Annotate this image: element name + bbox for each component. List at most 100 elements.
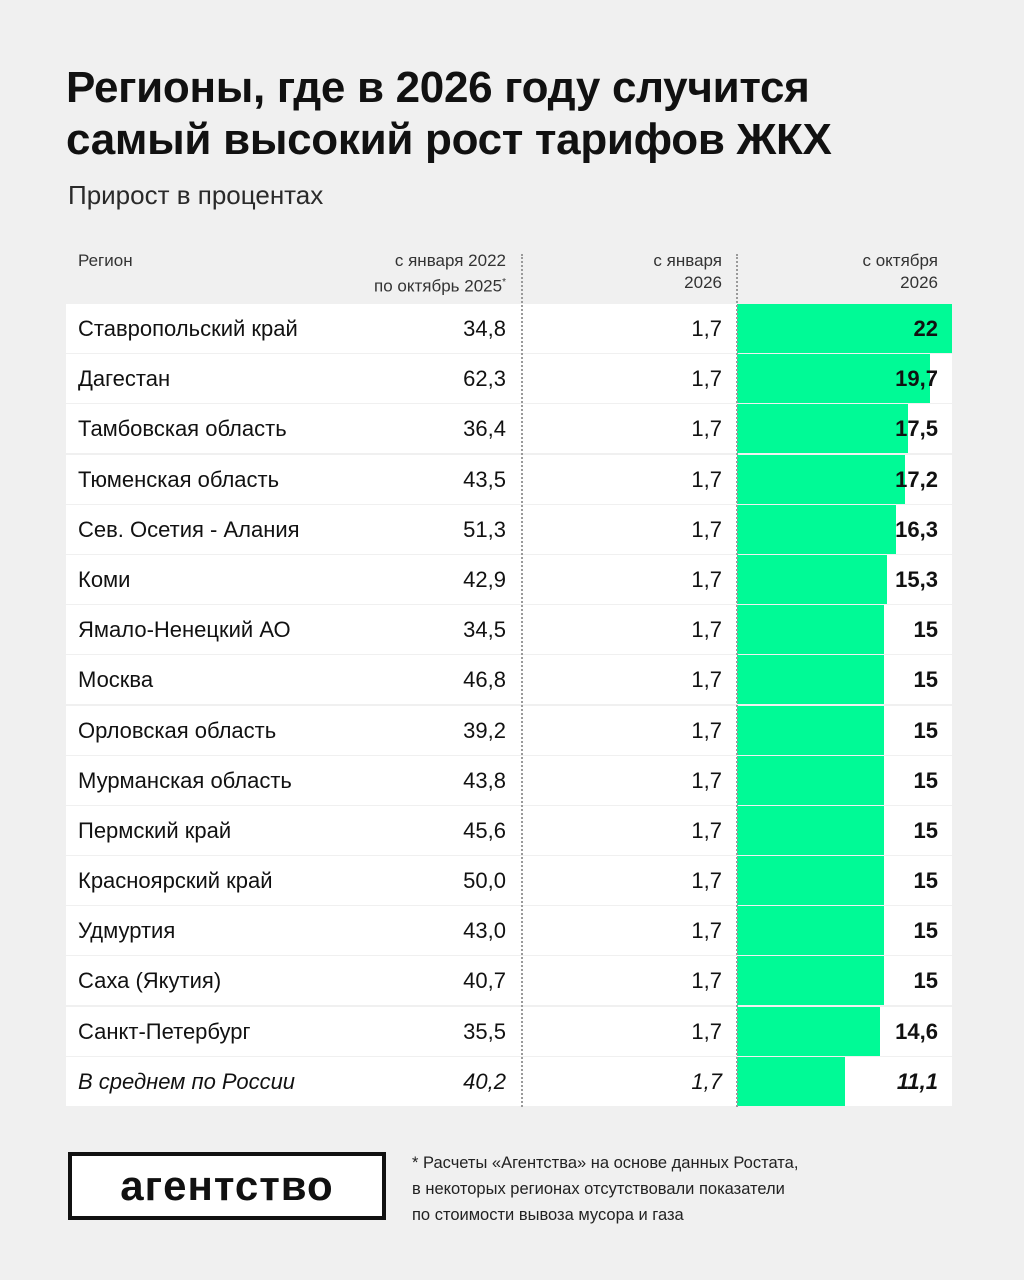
region-name: Санкт-Петербург — [78, 1018, 251, 1044]
region-name: Коми — [78, 566, 131, 592]
value-oct-2026: 15,3 — [895, 566, 938, 592]
value-oct-2026: 19,7 — [895, 366, 938, 392]
region-name: В среднем по России — [78, 1068, 296, 1094]
table-row: Коми 42,9 1,7 15,3 — [66, 554, 952, 604]
header-2022-2025-line-2: по октябрь 2025* — [374, 276, 506, 296]
region-name: Ставропольский край — [78, 316, 298, 341]
bar — [737, 404, 908, 454]
footnote: * Расчеты «Агентства» на основе данных Р… — [412, 1150, 912, 1228]
header-region: Регион — [78, 251, 133, 270]
header-oct-2026-line-2: 2026 — [900, 273, 938, 292]
value-oct-2026: 15 — [913, 617, 938, 643]
value-2022-2025: 43,8 — [463, 767, 506, 793]
bar — [737, 755, 884, 805]
header-jan-2026: с января 2026 — [653, 250, 722, 294]
table-row: Ямало-Ненецкий АО 34,5 1,7 15 — [66, 605, 952, 655]
value-2022-2025: 39,2 — [463, 717, 506, 743]
column-divider — [521, 254, 523, 1107]
table-row: Москва 46,8 1,7 15 — [66, 655, 952, 705]
chart-subtitle: Прирост в процентах — [68, 180, 324, 210]
tariff-table: Регион с января 2022 по октябрь 2025* с … — [66, 244, 952, 1107]
value-jan-2026: 1,7 — [691, 767, 722, 793]
value-oct-2026: 17,2 — [895, 466, 938, 492]
value-oct-2026: 14,6 — [895, 1018, 938, 1044]
bar — [737, 655, 884, 705]
bar — [737, 1056, 845, 1106]
bar — [737, 856, 884, 906]
header-oct-2026-line-1: с октября — [862, 251, 938, 270]
value-jan-2026: 1,7 — [691, 868, 722, 894]
table-row: Ставропольский край 34,8 1,7 22 — [66, 304, 952, 353]
value-2022-2025: 40,7 — [463, 968, 506, 994]
value-oct-2026: 15 — [913, 817, 938, 843]
header-jan-2026-line-2: 2026 — [684, 273, 722, 292]
value-jan-2026: 1,7 — [691, 968, 722, 994]
value-jan-2026: 1,7 — [691, 316, 722, 341]
table-row: Красноярский край 50,0 1,7 15 — [66, 856, 952, 906]
agentstvo-logo: агентство — [68, 1152, 386, 1220]
column-divider — [736, 254, 738, 1107]
region-name: Орловская область — [78, 717, 277, 743]
value-oct-2026: 15 — [913, 918, 938, 944]
region-name: Москва — [78, 667, 154, 693]
bar — [737, 554, 887, 604]
table-row: Дагестан 62,3 1,7 19,7 — [66, 354, 952, 404]
value-jan-2026: 1,7 — [691, 416, 722, 442]
header-2022-2025: с января 2022 по октябрь 2025* — [374, 250, 506, 298]
table-row: Саха (Якутия) 40,7 1,7 15 — [66, 956, 952, 1006]
value-2022-2025: 35,5 — [463, 1018, 506, 1044]
value-oct-2026: 11,1 — [896, 1068, 938, 1094]
region-name: Тамбовская область — [78, 416, 287, 442]
table-row: Сев. Осетия - Алания 51,3 1,7 16,3 — [66, 504, 952, 554]
bar — [737, 705, 884, 755]
value-jan-2026: 1,7 — [691, 1068, 722, 1094]
value-oct-2026: 22 — [913, 316, 938, 341]
bar — [737, 956, 884, 1006]
footnote-line-2: в некоторых регионах отсутствовали показ… — [412, 1180, 785, 1198]
bar — [737, 805, 884, 855]
value-jan-2026: 1,7 — [691, 466, 722, 492]
region-name: Пермский край — [78, 817, 232, 843]
region-name: Мурманская область — [78, 767, 292, 793]
table-row: Тюменская область 43,5 1,7 17,2 — [66, 454, 952, 504]
value-2022-2025: 42,9 — [463, 566, 506, 592]
value-oct-2026: 15 — [913, 968, 938, 994]
region-name: Тюменская область — [78, 466, 280, 492]
footnote-line-3: по стоимости вывоза мусора и газа — [412, 1206, 684, 1224]
value-jan-2026: 1,7 — [691, 566, 722, 592]
region-name: Сев. Осетия - Алания — [78, 516, 300, 542]
header-oct-2026: с октября 2026 — [862, 250, 938, 294]
value-2022-2025: 43,5 — [463, 466, 506, 492]
value-oct-2026: 15 — [913, 717, 938, 743]
value-2022-2025: 51,3 — [463, 516, 506, 542]
header-2022-2025-line-1: с января 2022 — [394, 251, 506, 270]
value-jan-2026: 1,7 — [691, 918, 722, 944]
table-row: Удмуртия 43,0 1,7 15 — [66, 906, 952, 956]
bar — [737, 906, 884, 956]
table-row: Тамбовская область 36,4 1,7 17,5 — [66, 404, 952, 454]
value-jan-2026: 1,7 — [691, 817, 722, 843]
value-2022-2025: 62,3 — [463, 366, 506, 392]
value-jan-2026: 1,7 — [691, 1018, 722, 1044]
average-row: В среднем по России 40,2 1,7 11,1 — [66, 1056, 952, 1106]
bar — [737, 504, 896, 554]
region-name: Удмуртия — [78, 918, 176, 944]
value-jan-2026: 1,7 — [691, 717, 722, 743]
chart-title: Регионы, где в 2026 году случится самый … — [66, 62, 966, 166]
table-row: Орловская область 39,2 1,7 15 — [66, 705, 952, 755]
table-row: Пермский край 45,6 1,7 15 — [66, 805, 952, 855]
value-2022-2025: 36,4 — [463, 416, 506, 442]
region-name: Дагестан — [78, 366, 171, 392]
value-jan-2026: 1,7 — [691, 516, 722, 542]
value-2022-2025: 46,8 — [463, 667, 506, 693]
value-2022-2025: 34,8 — [463, 316, 506, 341]
bar — [737, 304, 952, 353]
table-body: Ставропольский край 34,8 1,7 22 Дагестан 62,3… — [66, 304, 952, 1106]
table-row: Мурманская область 43,8 1,7 15 — [66, 755, 952, 805]
region-name: Саха (Якутия) — [78, 968, 222, 994]
value-jan-2026: 1,7 — [691, 667, 722, 693]
value-2022-2025: 50,0 — [463, 868, 506, 894]
title-line-1: Регионы, где в 2026 году случится — [66, 63, 810, 112]
value-oct-2026: 17,5 — [895, 416, 938, 442]
bar — [737, 454, 905, 504]
